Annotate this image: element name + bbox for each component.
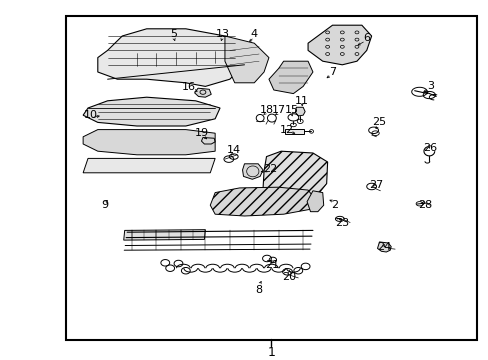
Polygon shape [83, 158, 215, 173]
Polygon shape [83, 130, 215, 155]
Polygon shape [210, 187, 312, 216]
Text: 16: 16 [182, 82, 196, 92]
Polygon shape [242, 164, 263, 179]
Text: 19: 19 [194, 128, 208, 138]
Polygon shape [123, 230, 205, 240]
Text: 13: 13 [215, 29, 229, 39]
Text: 28: 28 [417, 200, 432, 210]
Text: 26: 26 [423, 143, 436, 153]
Text: 22: 22 [262, 164, 277, 174]
Text: 7: 7 [328, 67, 335, 77]
Polygon shape [263, 151, 327, 199]
Polygon shape [268, 61, 312, 94]
Bar [66, 16, 476, 340]
Text: 27: 27 [368, 180, 383, 190]
Text: 8: 8 [255, 285, 262, 295]
Polygon shape [307, 25, 371, 65]
Text: 25: 25 [371, 117, 385, 127]
Polygon shape [224, 36, 268, 83]
Polygon shape [98, 29, 244, 86]
Text: 10: 10 [83, 110, 97, 120]
Text: 3: 3 [426, 81, 433, 91]
Text: 14: 14 [226, 145, 240, 156]
Polygon shape [295, 107, 305, 116]
Text: 2: 2 [331, 200, 338, 210]
Text: 12: 12 [280, 125, 293, 135]
Text: 5: 5 [170, 29, 177, 39]
Text: 20: 20 [282, 272, 296, 282]
Text: 11: 11 [295, 96, 308, 106]
Polygon shape [377, 242, 390, 252]
Text: 24: 24 [376, 242, 390, 252]
Text: 23: 23 [335, 218, 348, 228]
Text: 18: 18 [259, 105, 273, 115]
Text: 17: 17 [271, 105, 285, 115]
Bar [284, 129, 304, 134]
Polygon shape [194, 88, 211, 97]
Text: 21: 21 [264, 260, 278, 270]
Text: 1: 1 [267, 346, 275, 359]
Text: 9: 9 [102, 200, 108, 210]
Text: 4: 4 [250, 29, 257, 39]
Text: 6: 6 [363, 33, 369, 43]
Polygon shape [306, 191, 323, 212]
Text: 15: 15 [284, 105, 298, 115]
Polygon shape [83, 97, 220, 126]
